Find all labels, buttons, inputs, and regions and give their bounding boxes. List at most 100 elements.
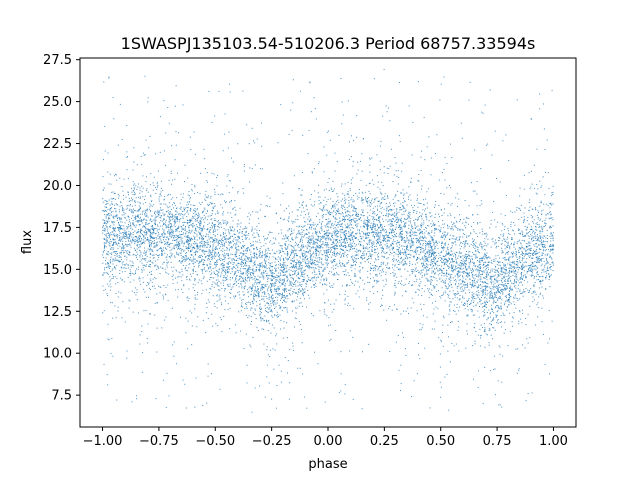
data-point — [198, 263, 200, 265]
data-point — [277, 279, 279, 281]
data-point — [345, 290, 347, 292]
data-point — [288, 205, 290, 207]
data-point — [394, 216, 396, 218]
data-point — [487, 286, 489, 288]
data-point — [279, 292, 281, 294]
data-point — [128, 225, 130, 227]
data-point — [213, 188, 215, 190]
data-point — [253, 140, 254, 142]
data-point — [476, 246, 478, 248]
data-point — [534, 261, 536, 263]
data-point — [106, 236, 108, 238]
data-point — [113, 233, 115, 235]
data-point — [492, 286, 494, 288]
data-point — [324, 259, 326, 261]
data-point — [192, 272, 194, 274]
data-point — [477, 265, 479, 267]
data-point — [143, 218, 145, 220]
data-point — [353, 241, 355, 243]
data-point — [239, 207, 241, 209]
data-point — [465, 275, 467, 277]
data-point — [366, 224, 368, 226]
data-point — [126, 207, 128, 209]
data-point — [540, 283, 542, 285]
data-point — [243, 166, 245, 168]
data-point — [327, 245, 329, 247]
data-point — [473, 229, 475, 231]
data-point — [183, 249, 185, 251]
data-point — [104, 269, 105, 271]
data-point — [120, 221, 122, 223]
data-point — [233, 230, 235, 232]
data-point — [262, 287, 264, 289]
data-point — [386, 252, 388, 254]
data-point — [319, 273, 321, 275]
data-point — [129, 208, 131, 210]
data-point — [251, 229, 253, 231]
data-point — [225, 237, 227, 239]
data-point — [137, 220, 139, 222]
data-point — [266, 275, 267, 277]
data-point — [211, 214, 213, 216]
data-point — [203, 214, 205, 216]
data-point — [108, 264, 110, 266]
data-point — [180, 250, 182, 252]
data-point — [139, 209, 141, 211]
data-point — [392, 225, 394, 227]
data-point — [420, 232, 422, 234]
data-point — [500, 305, 502, 307]
data-point — [508, 259, 510, 261]
data-point — [194, 205, 196, 207]
data-point — [443, 272, 445, 274]
data-point — [499, 321, 501, 323]
data-point — [430, 253, 432, 255]
data-point — [292, 79, 294, 81]
data-point — [298, 263, 300, 265]
data-point — [473, 264, 475, 266]
data-point — [379, 168, 381, 170]
data-point — [362, 226, 364, 228]
data-point — [441, 269, 443, 271]
data-point — [177, 276, 179, 278]
data-point — [519, 290, 521, 292]
data-point — [301, 268, 303, 270]
data-point — [208, 230, 210, 232]
data-point — [531, 265, 533, 267]
data-point — [360, 220, 362, 222]
data-point — [532, 257, 534, 259]
data-point — [503, 228, 505, 230]
data-point — [410, 229, 412, 231]
data-point — [102, 250, 104, 252]
data-point — [200, 221, 202, 223]
data-point — [551, 217, 553, 219]
data-point — [118, 224, 120, 226]
data-point — [141, 191, 143, 193]
data-point — [110, 261, 112, 263]
data-point — [123, 252, 125, 254]
data-point — [157, 170, 159, 172]
data-point — [235, 213, 237, 215]
data-point — [415, 234, 417, 236]
data-point — [289, 234, 291, 236]
data-point — [304, 259, 306, 261]
data-point — [150, 273, 152, 275]
data-point — [212, 281, 214, 283]
data-point — [118, 291, 120, 293]
data-point — [485, 265, 487, 267]
data-point — [284, 268, 286, 270]
data-point — [155, 219, 157, 221]
data-point — [102, 210, 104, 212]
data-point — [352, 231, 354, 233]
data-point — [550, 245, 552, 247]
data-point — [353, 259, 355, 261]
data-point — [425, 265, 427, 267]
data-point — [431, 231, 433, 233]
data-point — [199, 261, 201, 263]
data-point — [126, 205, 128, 207]
data-point — [319, 245, 321, 247]
data-point — [296, 307, 298, 309]
data-point — [186, 216, 188, 218]
data-point — [249, 249, 251, 251]
data-point — [300, 246, 302, 248]
data-point — [550, 226, 552, 228]
